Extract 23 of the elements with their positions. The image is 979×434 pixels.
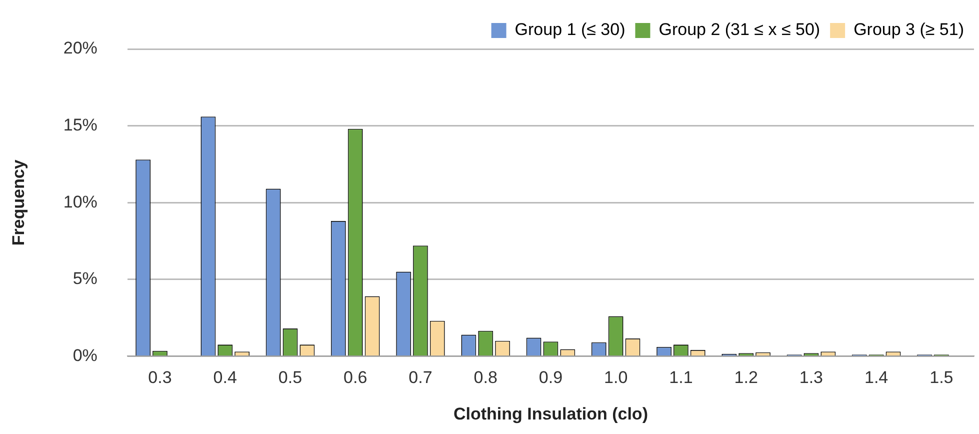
x-tick-label: 1.3 xyxy=(799,368,824,388)
x-tick-label: 1.1 xyxy=(669,368,693,388)
x-tick-label: 0.8 xyxy=(474,368,498,388)
x-tick-label: 1.4 xyxy=(864,368,888,388)
legend-label: Group 1 (≤ 30) xyxy=(514,20,626,40)
x-tick-label: 1.2 xyxy=(734,368,758,388)
x-axis-title: Clothing Insulation (clo) xyxy=(453,404,648,424)
y-axis-title: Frequency xyxy=(8,159,28,246)
x-tick-label: 0.6 xyxy=(344,368,368,388)
x-tick-label: 0.5 xyxy=(278,368,302,388)
x-tick-label: 1.0 xyxy=(604,368,628,388)
x-tick-label: 0.3 xyxy=(148,368,172,388)
legend-label: Group 3 (≥ 51) xyxy=(854,20,964,40)
x-tick-label: 0.9 xyxy=(538,368,563,388)
y-tick-label: 10% xyxy=(63,192,98,212)
x-tick-label: 0.7 xyxy=(408,368,432,388)
legend-label: Group 2 (31 ≤ x ≤ 50) xyxy=(658,20,820,40)
y-tick-label: 0% xyxy=(72,346,98,365)
x-tick-label: 1.5 xyxy=(930,368,954,388)
y-tick-label: 15% xyxy=(63,115,98,134)
y-tick-label: 5% xyxy=(72,269,98,288)
y-tick-label: 20% xyxy=(63,38,98,58)
x-tick-label: 0.4 xyxy=(213,368,237,388)
